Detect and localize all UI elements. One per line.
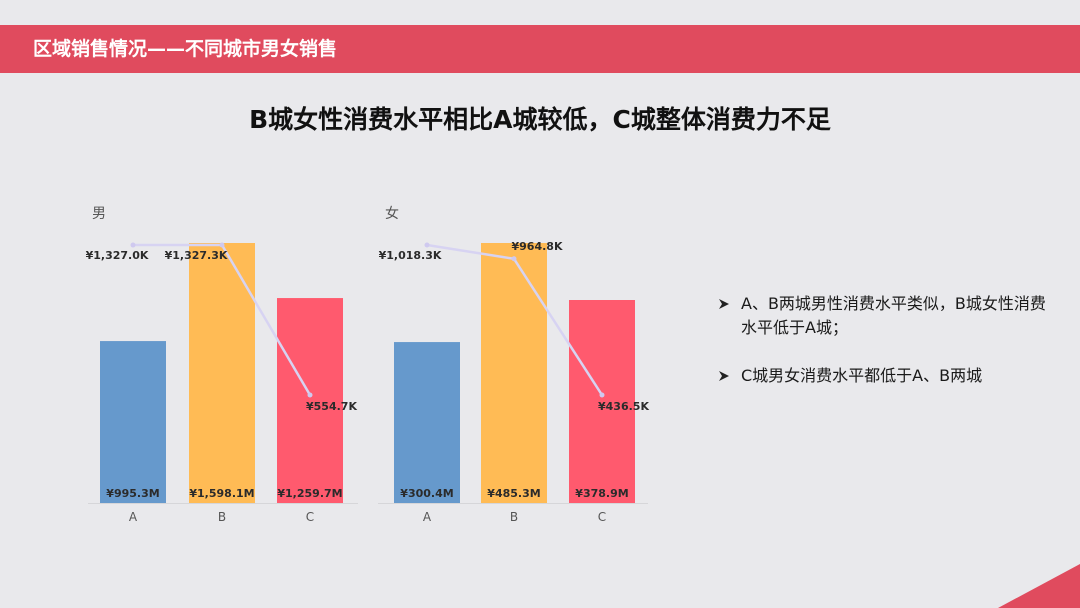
bar-value-label: ¥378.9M (575, 487, 628, 500)
x-tick-label: C (598, 510, 606, 524)
x-tick-label: C (306, 510, 314, 524)
bar-value-label: ¥485.3M (487, 487, 540, 500)
line-value-label: ¥1,327.3K (165, 249, 228, 262)
bar-a (394, 342, 460, 503)
arrow-bullet-icon (719, 299, 729, 309)
chart-title: 女 (385, 205, 399, 222)
x-tick-label: A (129, 510, 138, 524)
line-point (219, 242, 225, 248)
bar-value-label: ¥1,598.1M (189, 487, 254, 500)
bar-b (189, 243, 255, 503)
chart-title: 男 (92, 206, 106, 222)
bar-value-label: ¥1,259.7M (277, 487, 342, 500)
bar-value-label: ¥995.3M (106, 487, 159, 500)
x-tick-label: B (510, 510, 518, 524)
insight-item: C城男女消费水平都低于A、B两城 (718, 364, 1048, 388)
insight-text: A、B两城男性消费水平类似，B城女性消费水平低于A城； (741, 294, 1046, 337)
arrow-bullet-icon (719, 371, 729, 381)
insights-list: A、B两城男性消费水平类似，B城女性消费水平低于A城； C城男女消费水平都低于A… (718, 292, 1048, 412)
banner-title: 区域销售情况——不同城市男女销售 (33, 38, 338, 60)
line-point (130, 242, 136, 248)
line-point (599, 392, 605, 398)
bar-c (569, 300, 635, 503)
line-point (307, 392, 313, 398)
line-value-label: ¥554.7K (306, 400, 357, 413)
line-value-label: ¥436.5K (598, 400, 649, 413)
insight-item: A、B两城男性消费水平类似，B城女性消费水平低于A城； (718, 292, 1048, 340)
x-tick-label: B (218, 510, 226, 524)
line-point (511, 256, 517, 262)
bar-b (481, 243, 547, 503)
insight-text: C城男女消费水平都低于A、B两城 (741, 366, 983, 385)
line-point (424, 242, 430, 248)
line-value-label: ¥1,327.0K (86, 249, 149, 262)
bar-a (100, 341, 166, 503)
bar-c (277, 298, 343, 503)
line-value-label: ¥964.8K (512, 240, 563, 253)
corner-triangle-icon (998, 564, 1080, 608)
slide-headline: B城女性消费水平相比A城较低，C城整体消费力不足 (249, 105, 831, 134)
bar-value-label: ¥300.4M (400, 487, 453, 500)
x-tick-label: A (423, 510, 432, 524)
title-banner: 区域销售情况——不同城市男女销售 (0, 25, 1080, 73)
line-value-label: ¥1,018.3K (379, 249, 442, 262)
